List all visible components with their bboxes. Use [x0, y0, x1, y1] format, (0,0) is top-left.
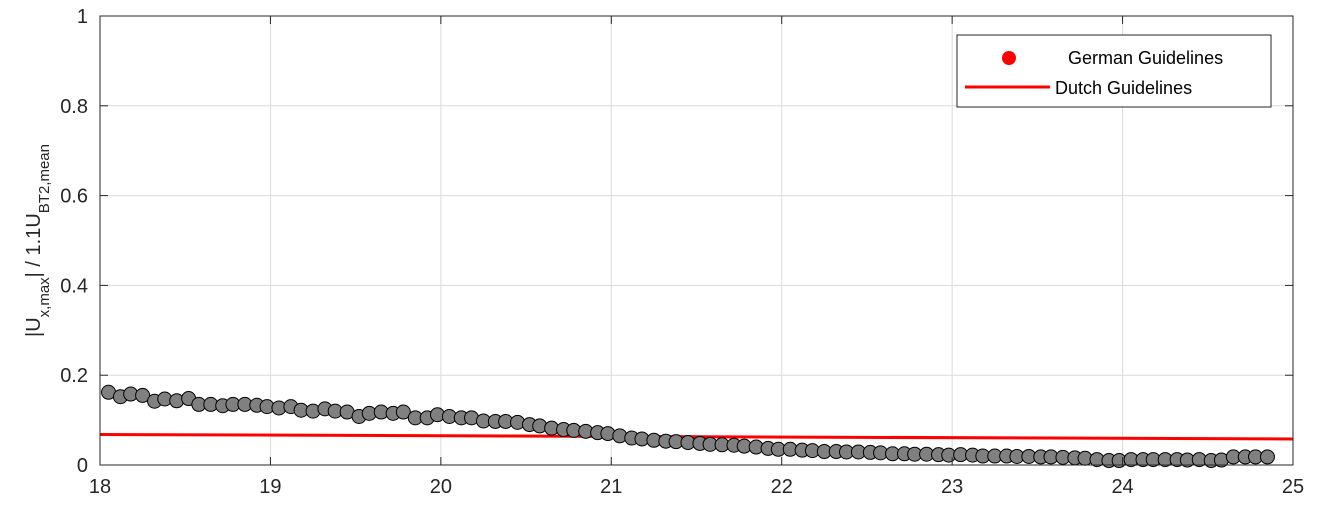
- german-guidelines-series: [101, 384, 1275, 469]
- dutch-guidelines-series: [99, 432, 1294, 441]
- y-axis-title: |Ux,max| / 1.1UBT2,mean: [23, 144, 53, 337]
- y-axis: 0 0.2 0.4 0.6 0.8 1: [60, 6, 1293, 477]
- dutch-guidelines-line: [99, 432, 1294, 441]
- y-tick-label: 0.6: [60, 186, 88, 208]
- y-axis-title-part1: |U: [23, 317, 45, 337]
- x-tick-label: 18: [89, 476, 111, 498]
- legend-label-german: German Guidelines: [1068, 48, 1223, 68]
- y-tick-label: 0.2: [60, 365, 88, 387]
- y-axis-title-sub2: BT2,mean: [36, 144, 53, 213]
- x-tick-label: 21: [600, 476, 622, 498]
- data-point: [135, 387, 151, 403]
- y-tick-label: 1: [77, 6, 88, 28]
- y-axis-title-sub1: x,max: [36, 277, 53, 318]
- legend-box: [956, 34, 1272, 108]
- x-tick-label: 24: [1111, 476, 1133, 498]
- legend: German Guidelines Dutch Guidelines: [956, 34, 1272, 108]
- y-tick-label: 0.4: [60, 275, 88, 297]
- plot-frame: [99, 15, 1294, 466]
- x-tick-label: 19: [259, 476, 281, 498]
- y-tick-label: 0: [77, 455, 88, 477]
- x-tick-label: 20: [430, 476, 452, 498]
- legend-label-dutch: Dutch Guidelines: [1055, 78, 1192, 98]
- x-tick-label: 23: [941, 476, 963, 498]
- x-axis: 18 19 20 21 22 23 24 25: [89, 16, 1304, 498]
- y-axis-title-part2: | / 1.1U: [23, 213, 45, 277]
- data-point: [395, 404, 411, 420]
- y-tick-label: 0.8: [60, 96, 88, 118]
- x-tick-label: 22: [771, 476, 793, 498]
- legend-marker-german: [1002, 51, 1016, 65]
- x-tick-label: 25: [1282, 476, 1304, 498]
- data-point: [1259, 449, 1275, 465]
